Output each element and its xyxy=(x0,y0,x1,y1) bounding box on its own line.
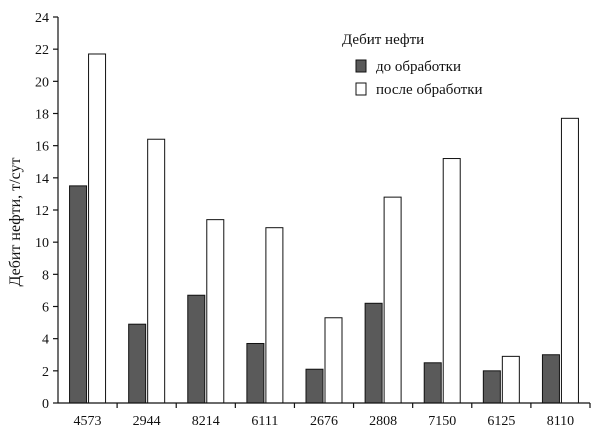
x-tick-label: 4573 xyxy=(74,414,102,429)
x-tick-label: 6111 xyxy=(251,414,278,429)
legend-label: до обработки xyxy=(376,59,461,75)
y-tick-label: 18 xyxy=(35,108,49,123)
bar-before-8110 xyxy=(541,354,560,404)
bar-after-2944 xyxy=(147,138,166,404)
bar-after-6125 xyxy=(501,355,520,404)
y-axis-title: Дебит нефти, т/сут xyxy=(7,157,24,286)
x-tick-label: 6125 xyxy=(487,414,515,429)
bar-after-8110 xyxy=(560,117,579,404)
legend-swatch xyxy=(355,82,367,96)
y-tick-label: 22 xyxy=(35,43,49,58)
y-tick-label: 12 xyxy=(35,204,49,219)
x-tick-label: 2808 xyxy=(369,414,397,429)
y-tick-label: 4 xyxy=(42,333,49,348)
x-tick-label: 2944 xyxy=(133,414,161,429)
y-tick-label: 10 xyxy=(35,236,49,251)
y-tick-label: 16 xyxy=(35,140,49,155)
y-tick-label: 20 xyxy=(35,75,49,90)
y-tick-label: 6 xyxy=(42,301,49,316)
y-tick-label: 8 xyxy=(42,268,49,283)
y-tick-label: 0 xyxy=(42,397,49,412)
bar-before-4573 xyxy=(69,185,88,404)
bar-after-6111 xyxy=(265,227,284,404)
y-tick-label: 14 xyxy=(35,172,49,187)
bars xyxy=(69,53,579,404)
legend-title: Дебит нефти xyxy=(342,32,424,48)
x-tick-label: 7150 xyxy=(428,414,456,429)
x-tick-label: 8110 xyxy=(547,414,574,429)
bar-before-8214 xyxy=(187,294,206,404)
bar-before-6111 xyxy=(246,342,265,404)
legend: Дебит нефти до обработки после обработки xyxy=(342,32,483,98)
legend-swatch xyxy=(355,59,367,73)
bar-after-2808 xyxy=(383,196,402,404)
x-tick-label: 2676 xyxy=(310,414,338,429)
x-tick-label: 8214 xyxy=(192,414,220,429)
bar-after-2676 xyxy=(324,317,343,404)
legend-items: до обработки после обработки xyxy=(355,59,483,98)
bar-before-2944 xyxy=(128,323,147,404)
y-tick-label: 2 xyxy=(42,365,49,380)
bar-after-4573 xyxy=(88,53,107,404)
bar-after-7150 xyxy=(442,158,461,404)
y-tick-label: 24 xyxy=(35,11,49,26)
bar-before-2808 xyxy=(364,302,383,404)
bar-after-8214 xyxy=(206,219,225,404)
bar-before-2676 xyxy=(305,368,324,404)
legend-label: после обработки xyxy=(376,82,483,98)
x-axis-ticks: 4573 2944 8214 6111 2676 2808 7150 6125 8110 xyxy=(74,403,591,429)
bar-before-6125 xyxy=(482,370,501,404)
bar-before-7150 xyxy=(423,362,442,404)
